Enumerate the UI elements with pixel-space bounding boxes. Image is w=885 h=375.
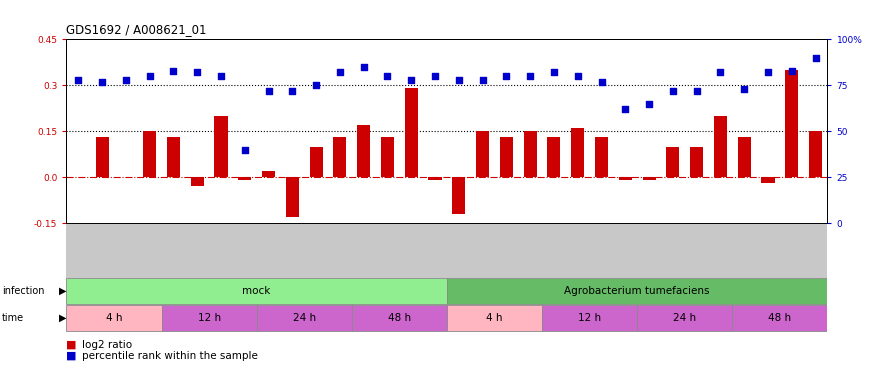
Point [404, 77, 419, 83]
Bar [690, 147, 704, 177]
Text: 4 h: 4 h [105, 313, 122, 323]
Bar [619, 177, 632, 180]
Point [689, 88, 704, 94]
Text: 24 h: 24 h [673, 313, 696, 323]
Bar [542, 305, 637, 331]
Bar [238, 177, 251, 180]
Bar [447, 278, 827, 304]
Point [761, 69, 775, 75]
Bar [190, 177, 204, 186]
Point [142, 73, 157, 79]
Text: time: time [2, 313, 24, 323]
Text: 48 h: 48 h [768, 313, 791, 323]
Bar [548, 137, 560, 177]
Text: log2 ratio: log2 ratio [82, 340, 133, 350]
Bar [476, 131, 489, 177]
Point [713, 69, 727, 75]
Bar [257, 305, 351, 331]
Point [95, 79, 109, 85]
Text: 12 h: 12 h [578, 313, 601, 323]
Bar [733, 305, 827, 331]
Point [451, 77, 466, 83]
Bar [643, 177, 656, 180]
Point [523, 73, 537, 79]
Bar [66, 305, 161, 331]
Bar [214, 116, 227, 177]
Point [666, 88, 680, 94]
Point [166, 68, 181, 74]
Bar [452, 177, 466, 214]
Bar [785, 70, 798, 177]
Point [499, 73, 513, 79]
Bar [286, 177, 299, 217]
Bar [358, 125, 370, 177]
Bar [524, 131, 536, 177]
Bar [352, 305, 447, 331]
Bar [143, 131, 156, 177]
Point [190, 69, 204, 75]
Text: 12 h: 12 h [197, 313, 220, 323]
Point [737, 86, 751, 92]
Point [642, 101, 656, 107]
Text: ▶: ▶ [59, 313, 66, 323]
Text: mock: mock [242, 286, 271, 296]
Bar [447, 305, 542, 331]
Point [595, 79, 609, 85]
Text: infection: infection [2, 286, 44, 296]
Point [285, 88, 299, 94]
Point [475, 77, 489, 83]
Text: GDS1692 / A008621_01: GDS1692 / A008621_01 [66, 22, 207, 36]
Bar [809, 131, 822, 177]
Point [261, 88, 275, 94]
Point [214, 73, 228, 79]
Bar [404, 88, 418, 177]
Point [571, 73, 585, 79]
Bar [571, 128, 584, 177]
Bar [381, 137, 394, 177]
Point [428, 73, 442, 79]
Bar [310, 147, 323, 177]
Point [619, 106, 633, 112]
Bar [334, 137, 346, 177]
Point [119, 77, 133, 83]
Bar [428, 177, 442, 180]
Text: percentile rank within the sample: percentile rank within the sample [82, 351, 258, 361]
Point [333, 69, 347, 75]
Bar [500, 137, 513, 177]
Text: Agrobacterium tumefaciens: Agrobacterium tumefaciens [565, 286, 710, 296]
Bar [595, 137, 608, 177]
Point [381, 73, 395, 79]
Bar [714, 116, 727, 177]
Bar [167, 137, 180, 177]
Bar [66, 278, 447, 304]
Bar [96, 137, 109, 177]
Text: ▶: ▶ [59, 286, 66, 296]
Bar [666, 147, 680, 177]
Text: 4 h: 4 h [486, 313, 503, 323]
Point [71, 77, 85, 83]
Text: ■: ■ [66, 340, 77, 350]
Text: 24 h: 24 h [293, 313, 316, 323]
Point [547, 69, 561, 75]
Bar [161, 305, 257, 331]
Bar [637, 305, 733, 331]
Text: 48 h: 48 h [388, 313, 411, 323]
Text: ■: ■ [66, 351, 77, 361]
Point [809, 55, 823, 61]
Point [785, 68, 799, 74]
Point [238, 147, 252, 153]
Point [309, 82, 323, 88]
Point [357, 64, 371, 70]
Bar [738, 137, 750, 177]
Bar [262, 171, 275, 177]
Bar [761, 177, 774, 183]
